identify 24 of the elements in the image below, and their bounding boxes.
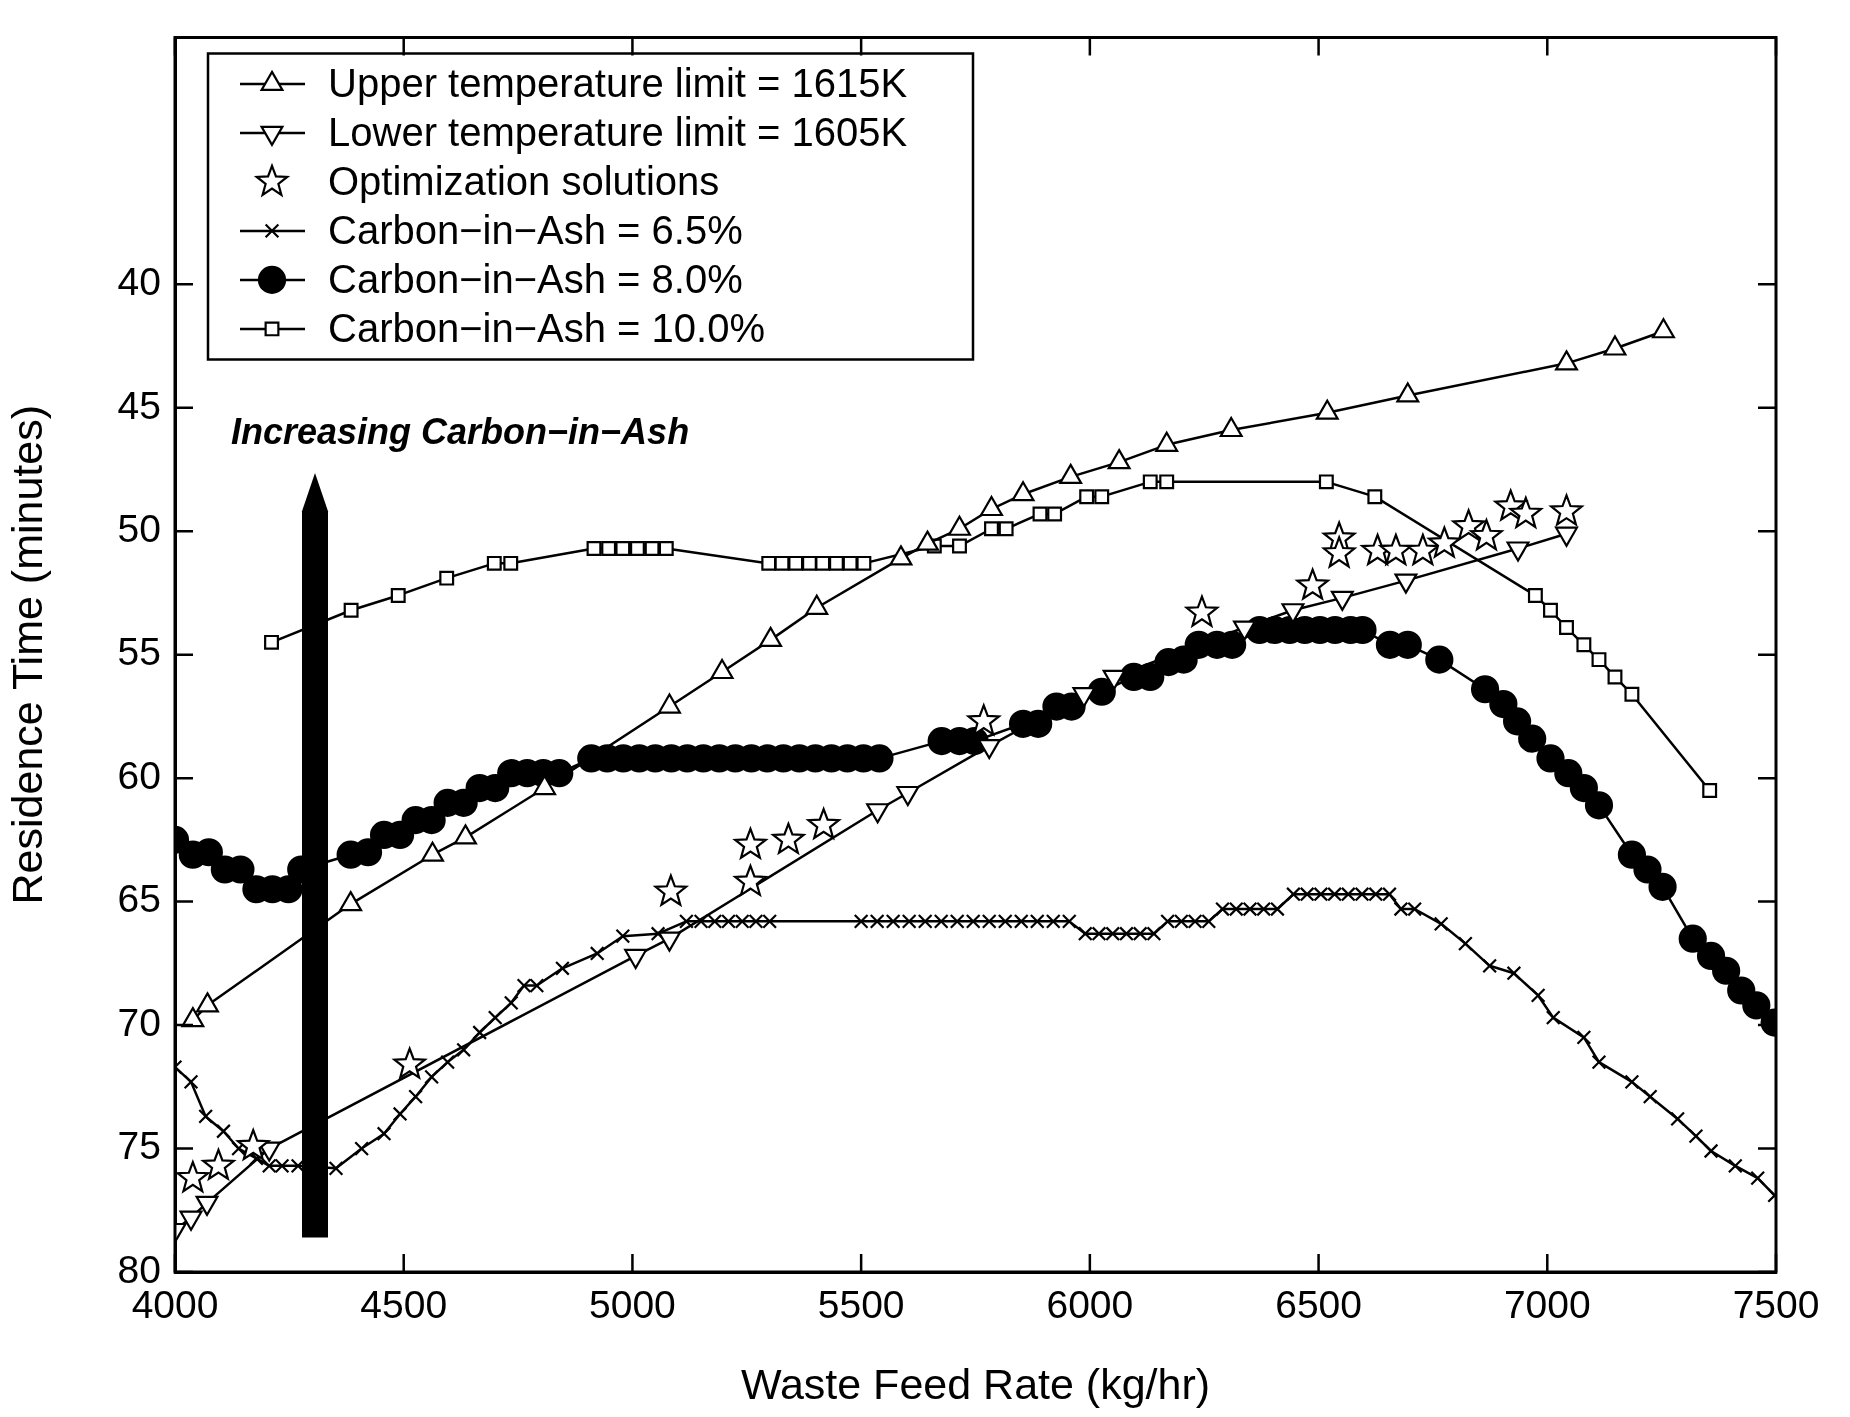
legend-label: Upper temperature limit = 1615K [328, 60, 908, 105]
annotation: Increasing Carbon−in−Ash [231, 410, 690, 452]
y-tick-label: 45 [117, 383, 161, 427]
legend-label: Lower temperature limit = 1605K [328, 109, 908, 154]
x-axis-title: Waste Feed Rate (kg/hr) [740, 1360, 1211, 1409]
y-tick-label: 75 [117, 1124, 161, 1168]
y-tick-label: 40 [117, 260, 161, 304]
y-tick-label: 65 [117, 877, 161, 921]
x-tick-label: 4500 [360, 1283, 448, 1327]
legend-label: Carbon−in−Ash = 6.5% [328, 207, 743, 252]
y-axis-title: Residence Time (minutes) [2, 404, 51, 905]
x-tick-label: 6500 [1275, 1283, 1362, 1327]
y-tick-label: 50 [117, 506, 161, 550]
legend-label: Carbon−in−Ash = 10.0% [328, 305, 765, 350]
legend-label: Optimization solutions [328, 158, 720, 203]
y-tick-label: 60 [117, 753, 161, 797]
legend-label: Carbon−in−Ash = 8.0% [328, 256, 743, 301]
x-tick-label: 7500 [1732, 1283, 1820, 1327]
y-tick-label: 55 [117, 630, 161, 674]
x-tick-label: 6000 [1046, 1283, 1134, 1327]
x-tick-label: 5000 [589, 1283, 676, 1327]
y-tick-label: 70 [117, 1000, 161, 1044]
x-tick-label: 5500 [817, 1283, 905, 1327]
x-tick-label: 7000 [1503, 1283, 1591, 1327]
